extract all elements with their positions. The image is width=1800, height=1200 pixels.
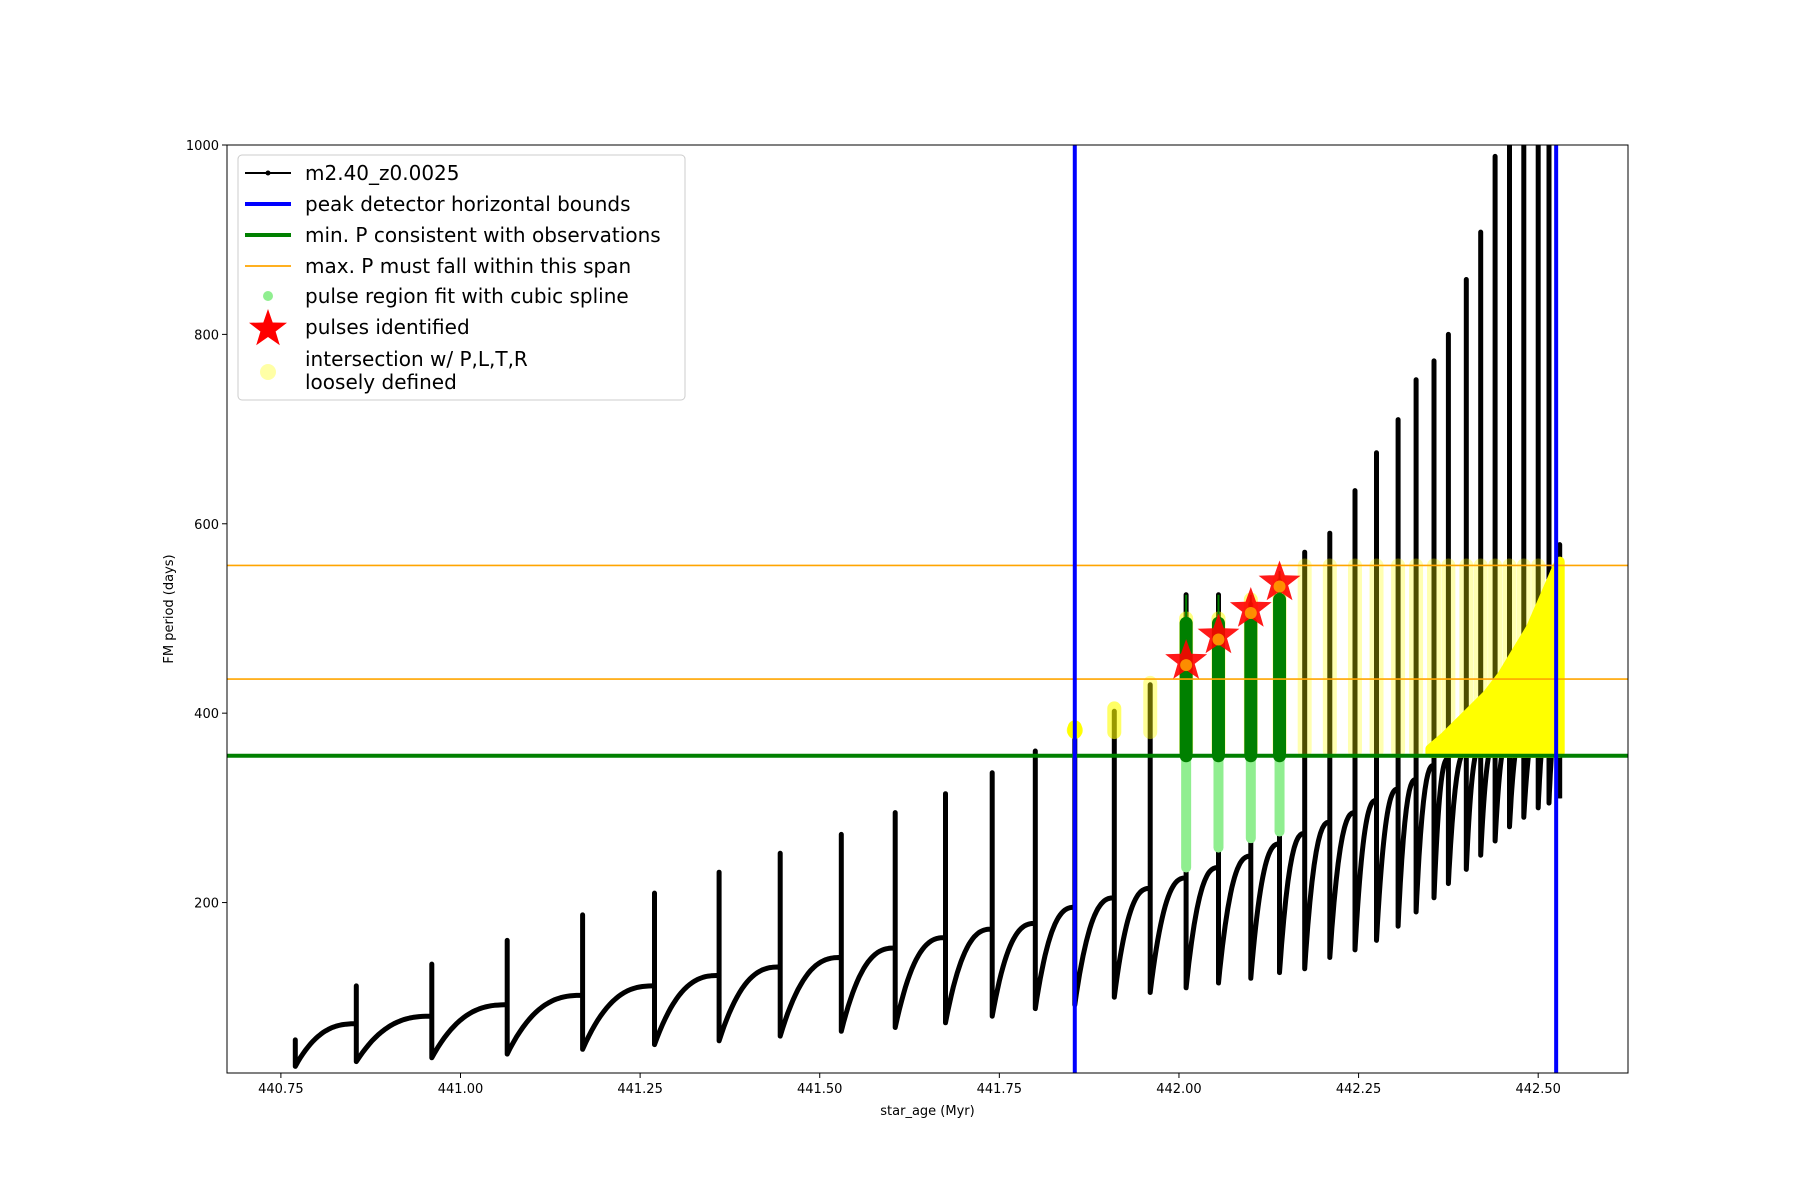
y-tick-label-3: 800 (194, 328, 219, 343)
y-tick-label-4: 1000 (186, 139, 219, 154)
intersection-dense-region (1425, 556, 1565, 758)
y-tick-label-1: 400 (194, 707, 219, 722)
plot-frame (226, 144, 1629, 1074)
y-tick-label-0: 200 (194, 897, 219, 912)
pulse-star-2 (1229, 587, 1272, 627)
x-tick-label-4: 441.75 (977, 1082, 1023, 1097)
spline-layer (1179, 571, 1287, 873)
pulse-star-center-1 (1212, 633, 1225, 646)
legend-swatch-track-marker (265, 170, 271, 176)
y-tick-label-2: 600 (194, 518, 219, 533)
pulse-stars-layer (1165, 560, 1301, 679)
legend-swatch-spline (263, 291, 273, 301)
legend-box (237, 154, 686, 401)
legend-label-max_period: max. P must fall within this span (305, 254, 631, 278)
legend-swatch-star (249, 309, 287, 346)
x-tick-label-6: 442.25 (1336, 1082, 1382, 1097)
x-tick-label-2: 441.25 (617, 1082, 663, 1097)
legend-label-intersection: intersection w/ P,L,T,R (305, 347, 528, 371)
legend-swatch-intersection (260, 364, 276, 380)
legend-label-min_period: min. P consistent with observations (305, 223, 661, 247)
legend-label-spline: pulse region fit with cubic spline (305, 284, 629, 308)
pulse-star-3 (1258, 560, 1301, 601)
y-axis-label: FM period (days) (162, 554, 177, 663)
x-tick-label-0: 440.75 (258, 1082, 304, 1097)
pulse-star-center-3 (1273, 580, 1286, 593)
ticks-layer: 440.75 441.00 441.25 441.50 441.75 442.00 442.… (186, 139, 1561, 1097)
pulse-star-1 (1197, 613, 1240, 654)
x-axis-label: star_age (Myr) (880, 1104, 974, 1119)
pulse-star-0 (1165, 639, 1208, 679)
pulse-star-center-0 (1180, 659, 1193, 672)
legend-label-track: m2.40_z0.0025 (305, 161, 460, 185)
reference-lines-layer (227, 145, 1628, 1073)
legend-label-intersection-line2: loosely defined (305, 370, 457, 394)
intersection-layer (1066, 556, 1565, 759)
legend-label-pulse_star: pulses identified (305, 315, 470, 339)
x-tick-label-7: 442.50 (1515, 1082, 1561, 1097)
x-tick-label-3: 441.50 (797, 1082, 843, 1097)
pulse-star-center-2 (1244, 607, 1257, 619)
legend-label-bounds: peak detector horizontal bounds (305, 192, 631, 216)
x-tick-label-1: 441.00 (438, 1082, 484, 1097)
x-tick-label-5: 442.00 (1156, 1082, 1202, 1097)
